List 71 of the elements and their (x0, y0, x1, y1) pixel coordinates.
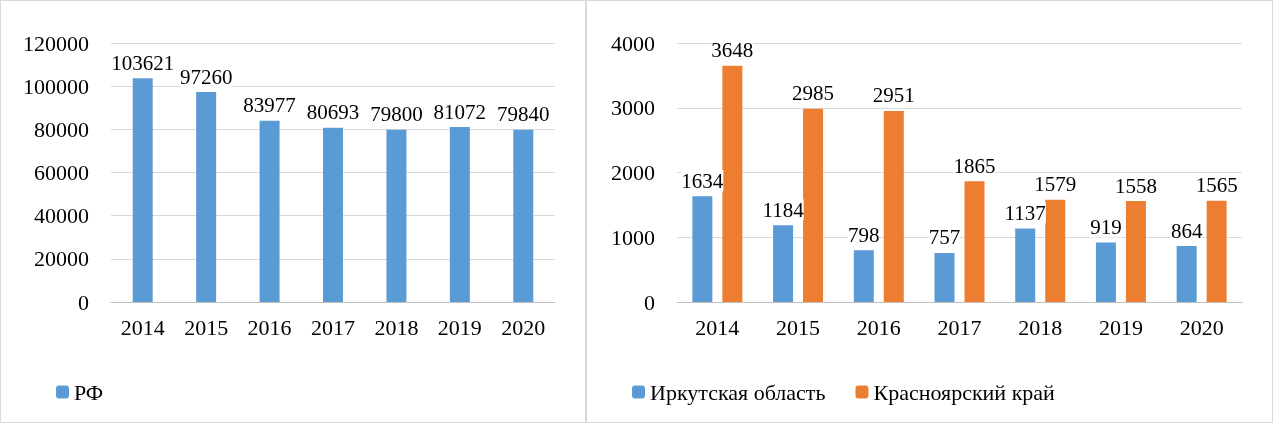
bar (323, 127, 343, 302)
bar (692, 196, 713, 302)
bar (449, 127, 470, 302)
y-tick-label: 0 (644, 289, 655, 315)
bar (513, 129, 534, 302)
data-label: 97260 (179, 64, 233, 89)
data-label: 919 (1090, 214, 1122, 239)
x-tick-label: 2014 (695, 314, 740, 340)
x-tick-label: 2019 (437, 314, 482, 340)
y-tick-label: 100000 (23, 73, 89, 99)
bar (773, 225, 794, 302)
y-tick-label: 60000 (34, 160, 89, 185)
data-label: 1558 (1114, 173, 1157, 198)
data-label: 798 (848, 222, 880, 247)
y-tick-label: 0 (78, 289, 89, 315)
y-tick-label: 3000 (611, 95, 655, 121)
x-tick-label: 2020 (1179, 314, 1224, 340)
x-tick-label: 2017 (311, 314, 355, 340)
data-label: 757 (928, 225, 961, 250)
x-tick-label: 2018 (1018, 314, 1063, 340)
data-label: 1565 (1195, 173, 1238, 198)
x-tick-label: 2018 (374, 314, 419, 340)
bar (883, 110, 904, 302)
data-label: 1865 (953, 153, 996, 178)
x-tick-label: 2016 (856, 314, 901, 340)
data-label: 1579 (1034, 172, 1077, 197)
y-tick-label: 2000 (611, 160, 655, 185)
x-tick-label: 2015 (184, 314, 229, 340)
legend-label: Иркутская область (650, 379, 826, 405)
x-tick-label: 2019 (1098, 314, 1143, 340)
data-label: 80693 (306, 100, 360, 125)
bar (803, 108, 824, 302)
y-tick-label: 120000 (23, 30, 89, 56)
x-tick-label: 2020 (501, 314, 546, 340)
x-tick-label: 2016 (247, 314, 292, 340)
bar (722, 65, 743, 302)
bar (259, 120, 280, 302)
data-label: 2985 (792, 81, 835, 106)
data-label: 1634 (681, 168, 724, 193)
bar (853, 250, 874, 302)
x-tick-label: 2014 (120, 314, 165, 340)
bar (1206, 200, 1227, 302)
legend-label: Красноярский край (873, 379, 1056, 405)
y-tick-label: 1000 (611, 224, 655, 250)
bar (964, 181, 985, 302)
data-label: 864 (1170, 218, 1203, 243)
y-tick-label: 80000 (34, 116, 89, 142)
bar (1015, 228, 1036, 302)
data-label: 2951 (872, 83, 915, 108)
y-tick-label: 40000 (34, 203, 89, 229)
y-tick-label: 20000 (34, 246, 89, 272)
bar (1125, 201, 1146, 302)
bar (132, 78, 153, 302)
bar (1045, 199, 1066, 302)
x-tick-label: 2017 (937, 314, 982, 340)
data-label: 1137 (1004, 200, 1046, 225)
data-label: 103621 (111, 50, 175, 75)
legend-label: РФ (74, 379, 104, 405)
data-label: 3648 (711, 38, 754, 63)
data-label: 81072 (433, 99, 487, 124)
data-label: 1184 (762, 197, 805, 222)
bar (196, 92, 217, 302)
data-label: 83977 (243, 93, 296, 118)
bar (1095, 242, 1116, 302)
bar (386, 129, 407, 302)
y-tick-label: 4000 (611, 30, 655, 56)
data-label: 79840 (497, 102, 550, 127)
x-tick-label: 2015 (776, 314, 821, 340)
bar (1176, 246, 1197, 302)
data-label: 79800 (370, 102, 423, 127)
bar (934, 252, 955, 302)
